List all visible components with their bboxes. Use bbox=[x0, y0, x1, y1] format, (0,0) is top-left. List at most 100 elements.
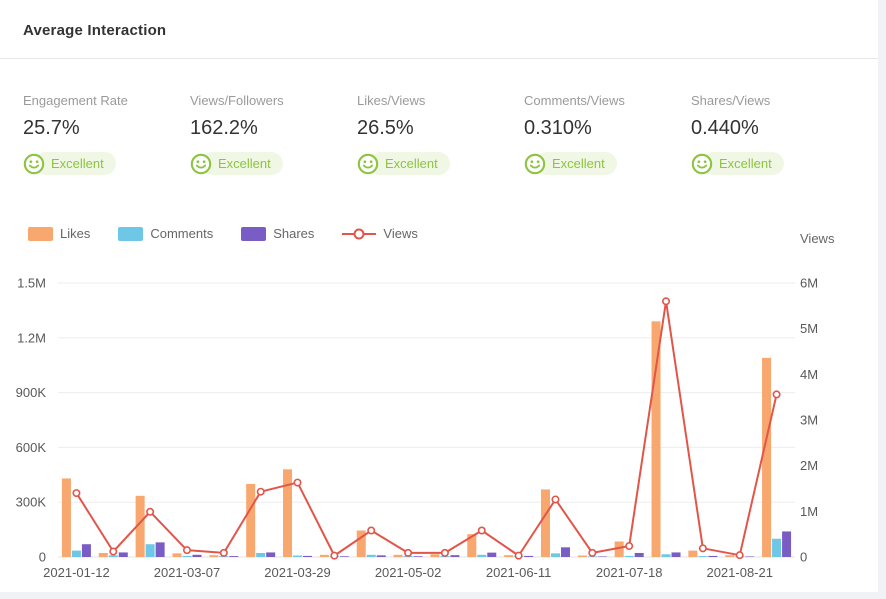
right-axis-title: Views bbox=[800, 231, 835, 246]
smiley-face-icon bbox=[23, 153, 45, 174]
interaction-trend-chart: 1.5M1.2M900K600K300K06M5M4M3M2M1M02021-0… bbox=[16, 276, 818, 581]
line-marker-icon bbox=[342, 228, 377, 239]
left-axis-tick: 1.5M bbox=[17, 276, 46, 291]
panel-title: Average Interaction bbox=[23, 22, 167, 39]
metric-label: Views/Followers bbox=[190, 93, 284, 108]
bar-comments bbox=[182, 555, 192, 557]
views-point bbox=[219, 548, 228, 557]
smiley-face-icon bbox=[357, 153, 379, 174]
bar-likes bbox=[688, 550, 698, 557]
bar-likes bbox=[540, 489, 550, 557]
bar-shares bbox=[782, 531, 792, 557]
bar-comments bbox=[698, 556, 708, 557]
bar-likes bbox=[577, 555, 587, 557]
bar-shares bbox=[81, 544, 91, 557]
bar-shares bbox=[708, 555, 718, 557]
bar-shares bbox=[339, 556, 349, 557]
status-badge: Excellent bbox=[524, 152, 617, 175]
x-axis-tick: 2021-03-07 bbox=[154, 565, 221, 580]
badge-label: Excellent bbox=[535, 152, 617, 175]
comments-swatch-icon bbox=[118, 226, 144, 241]
right-axis-tick: 5M bbox=[800, 321, 818, 336]
bar-shares bbox=[597, 556, 607, 557]
metric-views-followers: Views/Followers 162.2% Excellent bbox=[190, 93, 357, 180]
bar-shares bbox=[524, 555, 534, 557]
bar-likes bbox=[283, 469, 293, 557]
bar-comments bbox=[71, 550, 81, 557]
right-axis-tick: 6M bbox=[800, 276, 818, 291]
smiley-face-icon bbox=[524, 153, 546, 174]
bar-shares bbox=[192, 554, 202, 557]
bar-likes bbox=[209, 555, 219, 557]
bar-shares bbox=[413, 556, 423, 557]
bar-comments bbox=[477, 554, 487, 557]
views-point bbox=[588, 548, 597, 557]
metric-label: Likes/Views bbox=[357, 93, 426, 108]
views-point bbox=[182, 546, 191, 555]
bar-shares bbox=[560, 547, 570, 557]
panel-header: Average Interaction bbox=[0, 0, 878, 59]
shares-swatch-icon bbox=[241, 226, 267, 241]
left-axis-tick: 0 bbox=[39, 550, 46, 565]
views-point bbox=[698, 544, 707, 553]
metric-label: Comments/Views bbox=[524, 93, 625, 108]
legend-label: Comments bbox=[150, 226, 214, 241]
bar-likes bbox=[61, 478, 71, 557]
metric-value: 0.310% bbox=[524, 117, 592, 139]
x-axis-tick: 2021-06-11 bbox=[486, 565, 552, 580]
bar-comments bbox=[108, 555, 118, 557]
views-point bbox=[72, 489, 81, 498]
bar-likes bbox=[651, 321, 661, 557]
right-axis-tick: 1M bbox=[800, 504, 818, 519]
left-axis-tick: 600K bbox=[16, 440, 47, 455]
right-axis-tick: 4M bbox=[800, 367, 818, 382]
bar-likes bbox=[246, 483, 256, 557]
legend-item-views[interactable]: Views bbox=[342, 226, 418, 241]
metric-value: 26.5% bbox=[357, 117, 414, 139]
views-point bbox=[735, 551, 744, 560]
views-point bbox=[440, 548, 449, 557]
views-point bbox=[330, 551, 339, 560]
views-point bbox=[514, 551, 523, 560]
bar-shares bbox=[671, 552, 681, 557]
views-point bbox=[625, 542, 634, 551]
x-axis-tick: 2021-07-18 bbox=[596, 565, 663, 580]
legend-item-comments[interactable]: Comments bbox=[118, 226, 213, 241]
smiley-face-icon bbox=[190, 153, 212, 174]
metric-value: 25.7% bbox=[23, 117, 80, 139]
left-axis-tick: 1.2M bbox=[17, 330, 46, 345]
metric-label: Engagement Rate bbox=[23, 93, 128, 108]
badge-label: Excellent bbox=[368, 152, 450, 175]
bar-likes bbox=[356, 530, 366, 557]
x-axis-tick: 2021-08-21 bbox=[706, 565, 773, 580]
metric-likes-views: Likes/Views 26.5% Excellent bbox=[357, 93, 524, 180]
bar-shares bbox=[229, 556, 239, 557]
bar-shares bbox=[450, 555, 460, 557]
metric-value: 0.440% bbox=[691, 117, 759, 139]
metric-engagement-rate: Engagement Rate 25.7% Excellent bbox=[23, 93, 190, 180]
views-point bbox=[404, 548, 413, 557]
bar-likes bbox=[430, 554, 440, 557]
bar-comments bbox=[366, 554, 376, 557]
x-axis-tick: 2021-05-02 bbox=[375, 565, 442, 580]
views-point bbox=[146, 507, 155, 516]
bar-comments bbox=[624, 555, 634, 557]
right-axis-tick: 0 bbox=[800, 550, 807, 565]
x-axis-tick: 2021-03-29 bbox=[264, 565, 331, 580]
bar-shares bbox=[376, 555, 386, 557]
bar-comments bbox=[293, 555, 303, 557]
right-axis-tick: 2M bbox=[800, 458, 818, 473]
legend-item-likes[interactable]: Likes bbox=[28, 226, 90, 241]
legend-item-shares[interactable]: Shares bbox=[241, 226, 314, 241]
views-point bbox=[367, 526, 376, 535]
bar-comments bbox=[661, 554, 671, 557]
bar-shares bbox=[487, 552, 497, 557]
metric-label: Shares/Views bbox=[691, 93, 771, 108]
bar-likes bbox=[725, 555, 735, 557]
x-axis-tick: 2021-01-12 bbox=[43, 565, 110, 580]
views-point bbox=[256, 487, 265, 496]
smiley-face-icon bbox=[691, 153, 713, 174]
left-axis-tick: 300K bbox=[16, 495, 47, 510]
metrics-row: Engagement Rate 25.7% Excellent Views/Fo… bbox=[23, 93, 858, 180]
bar-likes bbox=[319, 554, 329, 557]
